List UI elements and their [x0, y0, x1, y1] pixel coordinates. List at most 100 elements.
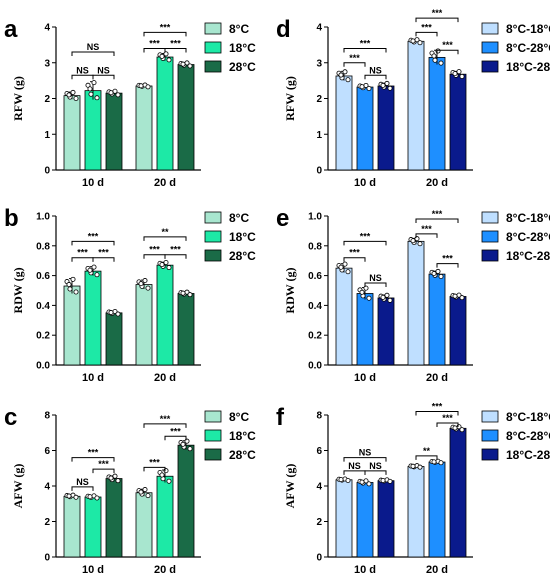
data-point [452, 293, 458, 299]
significance-bracket [143, 236, 187, 241]
significance-label: *** [170, 245, 181, 255]
significance-label: *** [77, 248, 88, 258]
y-tick-label: 1.0 [36, 212, 50, 223]
significance-label: NS [76, 65, 89, 75]
data-point [87, 494, 93, 500]
bar [407, 240, 425, 366]
significance-bracket [343, 257, 366, 262]
x-tick-label: 10 d [354, 372, 376, 384]
data-point [359, 84, 365, 90]
bar [63, 95, 81, 171]
legend-label: 8°C-18°C [506, 410, 550, 424]
data-point [138, 281, 144, 287]
significance-label: *** [421, 22, 432, 32]
legend-swatch [204, 448, 222, 461]
y-tick-label: 0.6 [36, 271, 50, 282]
bar [177, 293, 195, 366]
bar [356, 482, 374, 558]
bar [84, 270, 102, 366]
significance-label: *** [421, 224, 432, 234]
data-point [159, 472, 165, 478]
legend-swatch [204, 211, 222, 224]
data-point [459, 295, 465, 301]
bar [428, 461, 446, 558]
y-tick-label: 0 [44, 166, 50, 177]
significance-bracket [143, 31, 187, 37]
y-tick-label: 0.0 [36, 361, 50, 372]
legend-label: 8°C-18°C [506, 211, 550, 225]
data-point [163, 51, 169, 57]
y-tick-label: 0.2 [36, 331, 50, 342]
data-point [359, 289, 365, 295]
data-point [87, 86, 93, 92]
legend-label: 18°C [229, 230, 256, 244]
data-point [187, 63, 193, 69]
bar [135, 284, 153, 366]
x-tick-label: 10 d [354, 177, 376, 189]
data-point [145, 84, 151, 90]
legend-label: 28°C [229, 60, 256, 74]
significance-label: NS [97, 65, 110, 75]
significance-bracket [415, 31, 438, 37]
bar [377, 480, 395, 558]
significance-label: *** [98, 459, 109, 469]
y-tick-label: 0.8 [36, 241, 50, 252]
x-tick-label: 10 d [354, 564, 376, 576]
data-point [115, 92, 121, 98]
data-point [108, 90, 114, 96]
panel-letter: c [4, 404, 17, 431]
legend-swatch [481, 22, 499, 35]
data-point [417, 464, 423, 470]
data-point [73, 96, 79, 102]
legend-swatch [204, 22, 222, 35]
legend-swatch [481, 448, 499, 461]
significance-label: *** [160, 22, 171, 32]
y-axis-label: AFW (g) [11, 464, 25, 509]
significance-label: NS [359, 448, 372, 458]
bar [356, 293, 374, 366]
data-point [91, 264, 97, 270]
data-point [345, 477, 351, 483]
data-point [438, 460, 444, 466]
significance-bracket [343, 62, 366, 67]
legend-label: 18°C-28°C [506, 60, 550, 74]
legend-swatch [481, 429, 499, 442]
data-point [66, 493, 72, 499]
legend-swatch [481, 60, 499, 73]
legend-label: 8°C-18°C [506, 22, 550, 36]
significance-bracket [436, 49, 459, 55]
bar [156, 475, 174, 558]
bar [428, 273, 446, 366]
data-point [338, 477, 344, 483]
significance-bracket [71, 257, 94, 262]
significance-bracket [164, 254, 187, 259]
x-tick-label: 10 d [82, 177, 104, 189]
bar [428, 56, 446, 171]
data-point [166, 265, 172, 271]
significance-bracket [143, 254, 166, 259]
y-tick-label: 1.0 [308, 212, 322, 223]
bar [135, 492, 153, 558]
data-point [338, 264, 344, 270]
significance-bracket [364, 282, 387, 288]
legend-swatch [204, 249, 222, 262]
significance-label: *** [149, 38, 160, 48]
y-tick-label: 4 [316, 23, 322, 34]
data-point [180, 441, 186, 447]
x-tick-label: 20 d [154, 564, 176, 576]
data-point [432, 57, 438, 63]
panel-letter: f [276, 404, 285, 431]
data-point [342, 261, 348, 267]
data-point [417, 40, 423, 46]
y-tick-label: 0 [316, 166, 322, 177]
significance-label: NS [369, 461, 382, 471]
data-point [187, 446, 193, 452]
data-point [366, 85, 372, 91]
data-point [142, 278, 148, 284]
y-tick-label: 6 [316, 446, 322, 457]
y-tick-label: 2 [316, 517, 322, 528]
data-point [73, 494, 79, 500]
data-point [163, 259, 169, 265]
